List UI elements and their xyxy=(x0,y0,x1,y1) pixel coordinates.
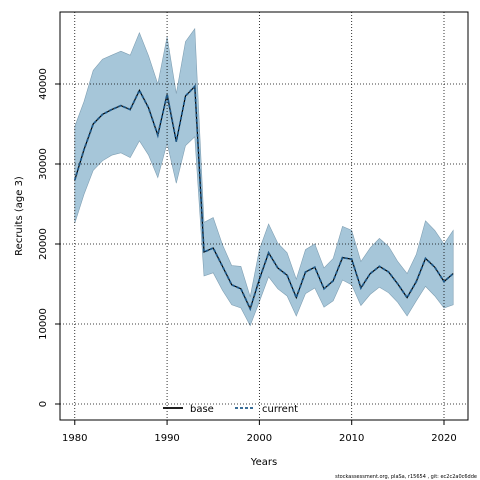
footnote: stockassessment.org, plaSa, r15654 , git… xyxy=(335,474,477,480)
y-tick-label: 40000 xyxy=(38,68,49,100)
legend: base current xyxy=(163,404,298,415)
x-axis-title: Years xyxy=(250,457,277,468)
y-tick-label: 10000 xyxy=(38,308,49,340)
plot-frame xyxy=(59,11,469,421)
x-tick-label: 2010 xyxy=(339,433,364,444)
x-tick-label: 1990 xyxy=(154,433,179,444)
legend-label-current: current xyxy=(262,404,298,415)
x-tick-label: 2000 xyxy=(247,433,272,444)
x-tick-label: 1980 xyxy=(62,433,87,444)
y-tick-label: 30000 xyxy=(38,148,49,180)
y-axis: 0 10000 20000 30000 40000 xyxy=(38,68,60,407)
legend-label-base: base xyxy=(190,404,214,415)
x-tick-label: 2020 xyxy=(431,433,456,444)
x-axis: 1980 1990 2000 2010 2020 xyxy=(62,420,457,444)
confidence-band xyxy=(74,27,454,327)
confidence-band-area xyxy=(74,27,454,327)
series-line-current xyxy=(73,84,454,312)
grid xyxy=(60,12,468,420)
series-lines xyxy=(73,84,454,312)
y-axis-title: Recruits (age 3) xyxy=(14,176,25,256)
y-tick-label: 20000 xyxy=(38,228,49,260)
y-tick-label: 0 xyxy=(38,401,49,407)
